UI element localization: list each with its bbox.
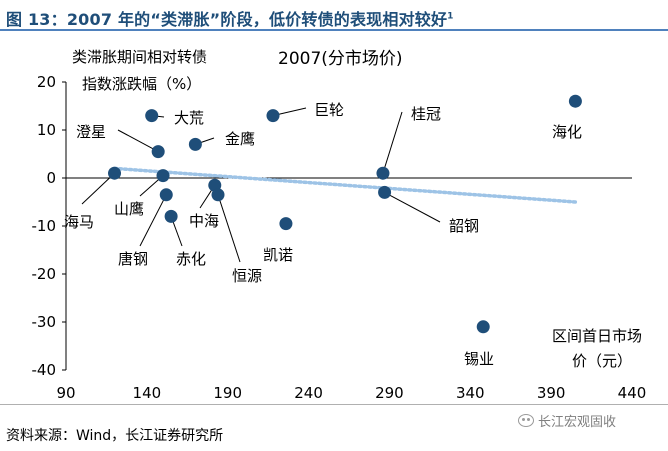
point-label: 澄星: [76, 123, 106, 141]
leader-line: [382, 111, 403, 174]
x-tick-label: 390: [537, 384, 566, 402]
axes-group: 20 10 0 -10 -20 -30 -40 90 140 190 240 290 340 390 440: [32, 73, 647, 402]
x-tick-label: 190: [213, 384, 242, 402]
data-point: [266, 109, 280, 123]
y-axis-label-line-1: 类滞胀期间相对转债: [72, 48, 207, 66]
trendline-group: [112, 166, 578, 204]
point-label: 山鹰: [114, 200, 144, 218]
x-tick-label: 340: [456, 384, 485, 402]
source-note: 资料来源：Wind，长江证券研究所: [6, 428, 224, 444]
title-divider: [0, 29, 668, 31]
data-point: [378, 185, 392, 199]
y-tick-label: 20: [37, 73, 56, 91]
x-axis-label-line-2: 价（元）: [572, 352, 632, 370]
y-tick-label: -40: [32, 361, 57, 379]
data-points-group: [108, 94, 582, 334]
data-point: [108, 166, 122, 180]
figure-title: 图 13：2007 年的“类滞胀”阶段，低价转债的表现相对较好1: [6, 10, 454, 29]
x-tick-label: 440: [618, 384, 647, 402]
data-point: [211, 188, 225, 202]
x-tick-label: 240: [294, 384, 323, 402]
y-axis-label-line-2: 指数涨跌幅（%）: [82, 75, 201, 93]
data-point: [145, 109, 159, 123]
y-tick-label: -10: [32, 217, 57, 235]
y-tick-label: 0: [46, 169, 56, 187]
data-point: [156, 169, 170, 183]
x-tick-label: 140: [133, 384, 162, 402]
point-label: 赤化: [176, 250, 206, 268]
point-label: 海马: [64, 213, 94, 231]
leader-line: [384, 191, 441, 223]
x-tick-label: 90: [56, 384, 75, 402]
data-point: [568, 94, 582, 108]
data-point: [164, 209, 178, 223]
point-label: 唐钢: [118, 250, 148, 268]
point-label: 巨轮: [314, 101, 344, 119]
footer-divider: [0, 404, 668, 405]
x-axis-label-line-1: 区间首日市场: [552, 327, 642, 345]
y-tick-label: -30: [32, 313, 57, 331]
chart-title: 2007(分市场价): [278, 49, 403, 69]
data-point: [279, 217, 293, 231]
point-label: 桂冠: [411, 105, 441, 123]
point-label: 海化: [552, 123, 582, 141]
data-point: [188, 137, 202, 151]
y-tick-label: -20: [32, 265, 57, 283]
leader-line: [139, 194, 167, 247]
leader-line: [117, 129, 159, 153]
data-point: [476, 320, 490, 334]
trendline: [112, 166, 578, 204]
data-point: [376, 166, 390, 180]
x-tick-label: 290: [375, 384, 404, 402]
point-label: 中海: [189, 212, 219, 230]
point-label: 锡业: [464, 350, 494, 368]
point-label: 凯诺: [263, 246, 293, 264]
leader-lines-group: [81, 107, 441, 263]
point-label: 韶钢: [449, 217, 479, 235]
wechat-icon: [518, 414, 534, 427]
data-point: [159, 188, 173, 202]
watermark-text: 长江宏观固收: [538, 415, 617, 430]
leader-line: [81, 172, 115, 205]
leader-line: [217, 194, 241, 263]
watermark: 长江宏观固收: [518, 411, 616, 430]
y-tick-label: 10: [37, 121, 56, 139]
point-label: 金鹰: [225, 130, 255, 148]
data-point: [151, 145, 165, 159]
point-label: 大荒: [174, 109, 204, 127]
point-label: 恒源: [232, 267, 262, 285]
